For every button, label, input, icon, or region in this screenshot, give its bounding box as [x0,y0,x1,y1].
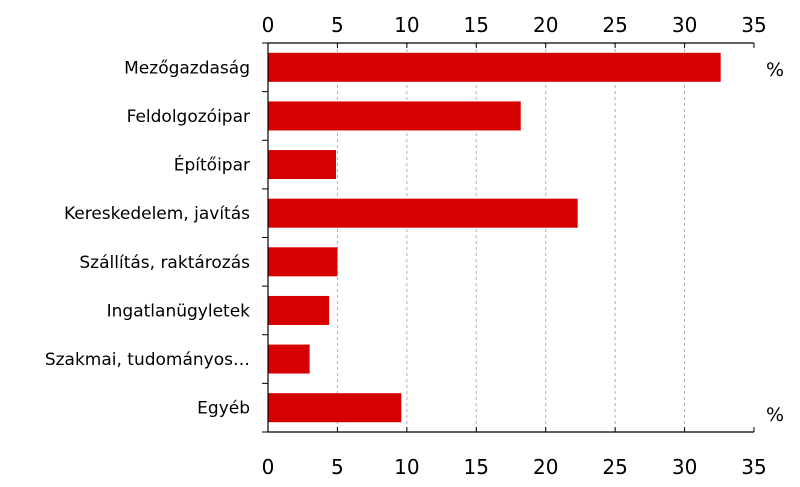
bar-0 [268,52,721,82]
tick-label-bottom: 0 [262,455,275,479]
tick-label-bottom: 35 [741,455,766,479]
tick-label-top: 20 [533,13,558,37]
tick-label-top: 5 [331,13,344,37]
tick-labels: 0 0 5 5 10 10 15 15 20 20 25 25 30 30 35 35 [262,13,767,479]
bar-6 [268,344,310,374]
category-label: Építőipar [174,154,250,176]
tick-label-top: 15 [464,13,489,37]
tick-label-top: 10 [394,13,419,37]
tick-label-top: 25 [602,13,627,37]
bars [268,52,721,423]
bar-3 [268,198,578,228]
tick-label-bottom: 25 [602,455,627,479]
category-label: Ingatlanügyletek [107,301,251,321]
bar-5 [268,295,330,325]
grid-lines [336,43,686,432]
tick-label-top: 0 [262,13,275,37]
tick-label-top: 35 [741,13,766,37]
unit-label-bottom: % [766,404,784,426]
tick-label-bottom: 15 [464,455,489,479]
tick-label-bottom: 10 [394,455,419,479]
tick-label-bottom: 5 [331,455,344,479]
bar-7 [268,393,402,423]
bar-4 [268,247,338,277]
category-label: Feldolgozóipar [127,107,250,127]
category-label: Szállítás, raktározás [79,253,250,273]
tick-label-bottom: 20 [533,455,558,479]
tick-label-top: 30 [672,13,697,37]
bar-1 [268,101,521,131]
unit-label-top: % [766,59,784,81]
bar-2 [268,150,337,180]
category-label: Szakmai, tudományos… [45,350,250,370]
category-labels: Mezőgazdaság Feldolgozóipar Építőipar Keres… [45,58,250,418]
category-label: Mezőgazdaság [124,58,250,78]
axes [262,42,755,433]
tick-label-bottom: 30 [672,455,697,479]
category-label: Kereskedelem, javítás [64,204,250,224]
category-label: Egyéb [197,399,250,419]
